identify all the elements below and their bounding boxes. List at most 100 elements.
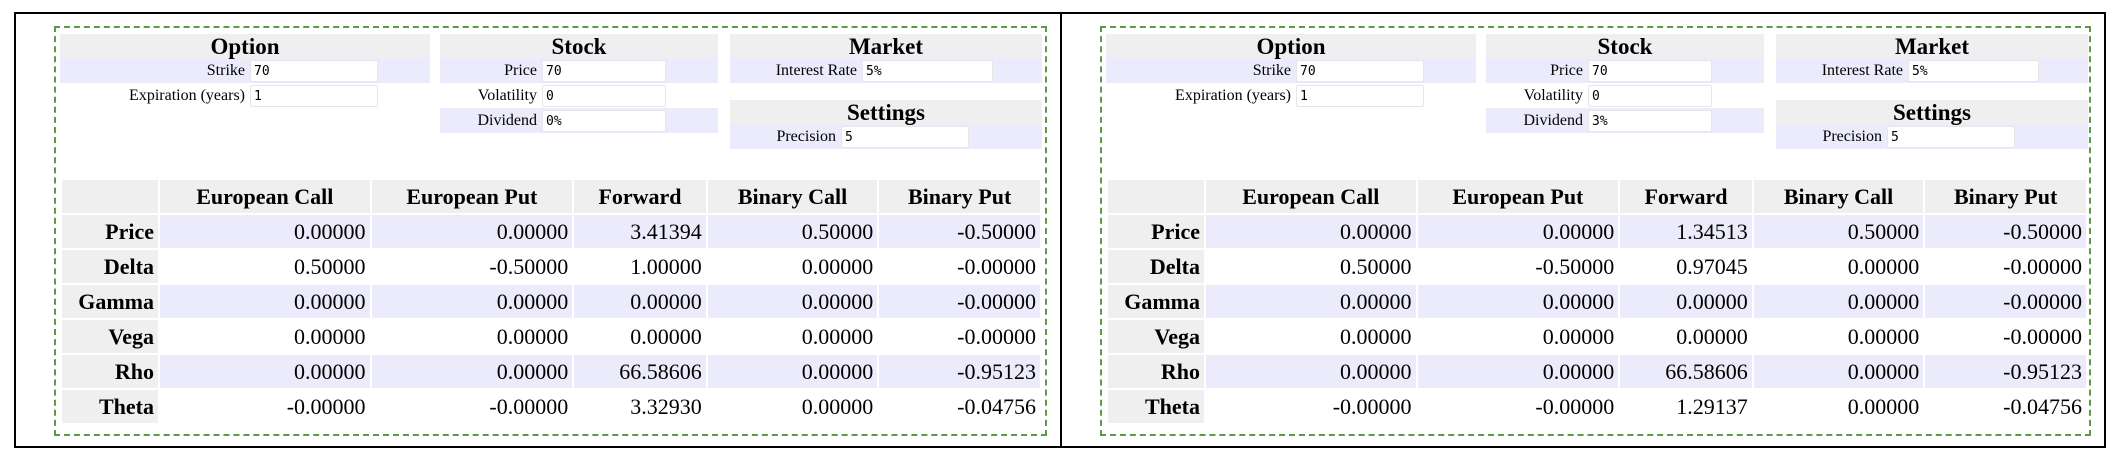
market-heading: Market [730, 34, 1042, 59]
table-cell: -0.00000 [879, 285, 1040, 318]
corner-cell [62, 180, 158, 213]
table-cell: -0.00000 [1925, 285, 2086, 318]
table-row: Rho 0.00000 0.00000 66.58606 0.00000 -0.… [62, 355, 1040, 388]
interest-rate-label: Interest Rate [775, 61, 857, 79]
strike-label: Strike [206, 61, 245, 79]
strike-input[interactable]: 70 [1296, 59, 1424, 82]
table-cell: -0.95123 [879, 355, 1040, 388]
interest-rate-row: Interest Rate 5% [730, 58, 1042, 83]
table-cell: 0.00000 [160, 320, 370, 353]
row-header: Theta [1108, 390, 1204, 423]
table-cell: 0.97045 [1620, 250, 1752, 283]
table-row: Delta 0.50000 -0.50000 1.00000 0.00000 -… [62, 250, 1040, 283]
calculator-frame: Option Strike 70 Expiration (years) 1 St… [54, 26, 1047, 436]
table-cell: 0.00000 [371, 320, 573, 353]
table-row: Delta 0.50000 -0.50000 0.97045 0.00000 -… [1108, 250, 2086, 283]
volatility-input[interactable]: 0 [542, 84, 666, 107]
table-cell: 0.00000 [160, 215, 370, 248]
price-label: Price [504, 61, 537, 79]
table-cell: 1.29137 [1620, 390, 1752, 423]
table-cell: -0.00000 [1925, 250, 2086, 283]
strike-row: Strike 70 [60, 58, 430, 83]
price-input[interactable]: 70 [542, 59, 666, 82]
interest-rate-label: Interest Rate [1821, 61, 1903, 79]
row-header: Rho [62, 355, 158, 388]
table-cell: 0.00000 [1206, 355, 1416, 388]
settings-group: Settings Precision 5 [1776, 100, 2088, 149]
table-cell: 0.50000 [1753, 215, 1924, 248]
precision-input[interactable]: 5 [1887, 125, 2015, 148]
option-heading: Option [1106, 34, 1476, 59]
expiration-row: Expiration (years) 1 [60, 83, 430, 108]
table-cell: 66.58606 [574, 355, 706, 388]
strike-input[interactable]: 70 [250, 59, 378, 82]
table-cell: 0.50000 [707, 215, 878, 248]
option-group: Option Strike 70 Expiration (years) 1 [1106, 34, 1476, 108]
table-cell: 0.50000 [160, 250, 370, 283]
table-cell: 0.00000 [371, 355, 573, 388]
table-row: Gamma 0.00000 0.00000 0.00000 0.00000 -0… [1108, 285, 2086, 318]
table-cell: -0.50000 [879, 215, 1040, 248]
table-cell: -0.00000 [1925, 320, 2086, 353]
table-cell: -0.50000 [371, 250, 573, 283]
table-cell: -0.00000 [1417, 390, 1619, 423]
dividend-label: Dividend [1523, 111, 1583, 129]
row-header: Theta [62, 390, 158, 423]
row-header: Gamma [1108, 285, 1204, 318]
dividend-input[interactable]: 0% [542, 109, 666, 132]
parameters-area: Option Strike 70 Expiration (years) 1 St… [1106, 34, 2088, 164]
price-row: Price 70 [1486, 58, 1764, 83]
table-cell: 0.00000 [707, 250, 878, 283]
interest-rate-input[interactable]: 5% [862, 59, 993, 82]
stock-group: Stock Price 70 Volatility 0 Dividend 3% [1486, 34, 1764, 133]
table-cell: 0.00000 [1753, 390, 1924, 423]
table-cell: 0.00000 [1620, 285, 1752, 318]
table-cell: -0.00000 [1206, 390, 1416, 423]
precision-label: Precision [776, 127, 836, 145]
row-header: Gamma [62, 285, 158, 318]
table-cell: 0.00000 [707, 390, 878, 423]
table-cell: -0.00000 [879, 320, 1040, 353]
table-row: Rho 0.00000 0.00000 66.58606 0.00000 -0.… [1108, 355, 2086, 388]
price-input[interactable]: 70 [1588, 59, 1712, 82]
row-header: Vega [62, 320, 158, 353]
expiration-label: Expiration (years) [1175, 86, 1291, 104]
precision-input[interactable]: 5 [841, 125, 969, 148]
table-row: Gamma 0.00000 0.00000 0.00000 0.00000 -0… [62, 285, 1040, 318]
table-cell: 0.00000 [371, 285, 573, 318]
table-cell: 0.00000 [707, 285, 878, 318]
table-cell: 1.34513 [1620, 215, 1752, 248]
table-cell: 0.00000 [1206, 285, 1416, 318]
table-cell: -0.00000 [160, 390, 370, 423]
calculator-container: Option Strike 70 Expiration (years) 1 St… [14, 12, 2106, 448]
table-row: Vega 0.00000 0.00000 0.00000 0.00000 -0.… [1108, 320, 2086, 353]
dividend-input[interactable]: 3% [1588, 109, 1712, 132]
row-header: Vega [1108, 320, 1204, 353]
expiration-input[interactable]: 1 [250, 84, 378, 107]
precision-row: Precision 5 [730, 124, 1042, 149]
volatility-input[interactable]: 0 [1588, 84, 1712, 107]
table-cell: -0.04756 [879, 390, 1040, 423]
interest-rate-input[interactable]: 5% [1908, 59, 2039, 82]
table-cell: -0.00000 [879, 250, 1040, 283]
strike-label: Strike [1252, 61, 1291, 79]
row-header: Price [62, 215, 158, 248]
row-header: Delta [62, 250, 158, 283]
dividend-row: Dividend 3% [1486, 108, 1764, 133]
table-cell: 66.58606 [1620, 355, 1752, 388]
precision-row: Precision 5 [1776, 124, 2088, 149]
expiration-row: Expiration (years) 1 [1106, 83, 1476, 108]
interest-rate-row: Interest Rate 5% [1776, 58, 2088, 83]
precision-label: Precision [1822, 127, 1882, 145]
market-group: Market Interest Rate 5% [730, 34, 1042, 83]
column-header: European Put [371, 180, 573, 213]
market-group: Market Interest Rate 5% [1776, 34, 2088, 83]
table-cell: -0.95123 [1925, 355, 2086, 388]
table-cell: 3.41394 [574, 215, 706, 248]
option-heading: Option [60, 34, 430, 59]
column-header: Forward [1620, 180, 1752, 213]
expiration-input[interactable]: 1 [1296, 84, 1424, 107]
column-header: Binary Put [1925, 180, 2086, 213]
dividend-label: Dividend [477, 111, 537, 129]
table-cell: 0.00000 [1753, 355, 1924, 388]
